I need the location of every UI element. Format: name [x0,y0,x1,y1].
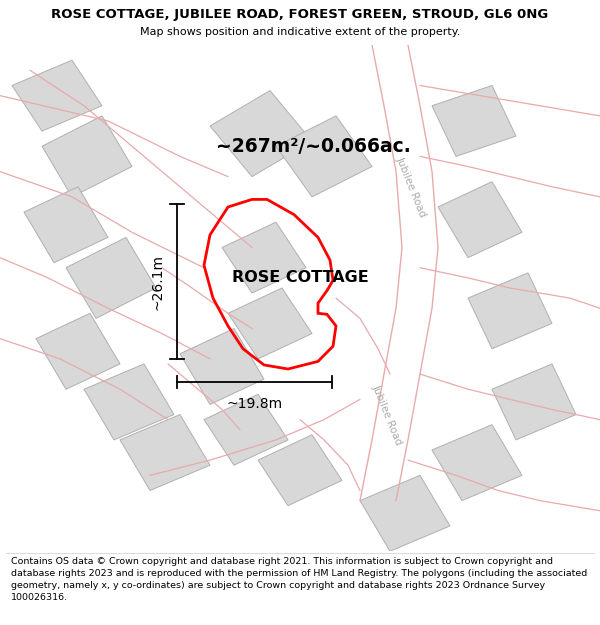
Polygon shape [84,364,174,440]
Text: Jubilee Road: Jubilee Road [370,383,404,446]
Polygon shape [492,364,576,440]
Polygon shape [42,116,132,197]
Polygon shape [468,272,552,349]
Polygon shape [210,91,312,177]
Text: ~19.8m: ~19.8m [227,398,283,411]
Polygon shape [66,238,156,318]
Polygon shape [276,116,372,197]
Polygon shape [432,86,516,156]
Text: ROSE COTTAGE, JUBILEE ROAD, FOREST GREEN, STROUD, GL6 0NG: ROSE COTTAGE, JUBILEE ROAD, FOREST GREEN… [52,8,548,21]
Polygon shape [228,288,312,359]
Polygon shape [120,414,210,491]
Text: ~267m²/~0.066ac.: ~267m²/~0.066ac. [216,137,411,156]
Text: Contains OS data © Crown copyright and database right 2021. This information is : Contains OS data © Crown copyright and d… [11,557,587,601]
Polygon shape [204,394,288,465]
Polygon shape [222,222,306,293]
Polygon shape [24,187,108,262]
Polygon shape [258,435,342,506]
Text: ROSE COTTAGE: ROSE COTTAGE [232,271,368,286]
Polygon shape [180,329,264,404]
Text: ~26.1m: ~26.1m [151,254,165,309]
Polygon shape [12,60,102,131]
Text: Map shows position and indicative extent of the property.: Map shows position and indicative extent… [140,27,460,37]
Polygon shape [36,313,120,389]
Polygon shape [438,182,522,258]
Polygon shape [432,425,522,501]
Text: Jubilee Road: Jubilee Road [394,155,428,218]
Polygon shape [360,475,450,551]
